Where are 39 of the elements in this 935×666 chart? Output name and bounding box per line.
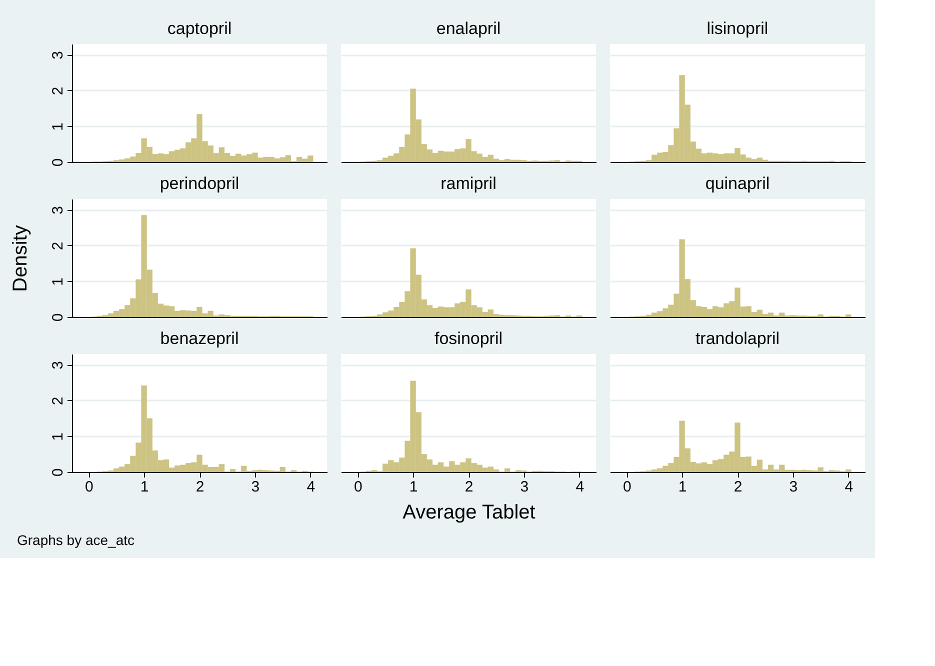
x-tick-label: 2 <box>734 478 742 496</box>
y-tick-label: 2 <box>50 86 66 96</box>
y-tick-label: 1 <box>50 122 66 131</box>
text: Graphs by ace_atc <box>17 532 135 548</box>
x-tick-label: 0 <box>622 478 632 496</box>
y-tick-label: 2 <box>50 396 66 406</box>
y-tick-label: 1 <box>50 278 66 286</box>
x-tick-label: 3 <box>520 478 529 496</box>
x-tick-label: 1 <box>409 478 418 496</box>
x-tick-label: 4 <box>306 478 316 496</box>
y-tick-label: 2 <box>50 242 66 250</box>
x-tick-label: 2 <box>464 478 474 496</box>
y-axis-title: Density <box>10 225 32 292</box>
x-tick-label: 4 <box>576 478 584 496</box>
y-tick-label: 3 <box>50 51 66 60</box>
chart-title: captopril <box>167 19 232 38</box>
chart-title: quinapril <box>705 174 770 193</box>
x-tick-label: 3 <box>251 478 260 496</box>
chart-title: lisinopril <box>706 19 768 38</box>
x-tick-label: 1 <box>140 478 149 496</box>
chart-title: perindopril <box>160 174 240 193</box>
x-tick-label: 2 <box>196 478 204 496</box>
x-axis-title: Average Tablet <box>402 502 536 524</box>
y-tick-label: 3 <box>50 206 66 214</box>
y-tick-label: 3 <box>50 361 66 370</box>
y-tick-label: 1 <box>50 432 66 441</box>
chart-title: fosinopril <box>434 329 503 348</box>
x-tick-label: 4 <box>844 478 854 496</box>
chart-title: ramipril <box>440 174 496 193</box>
y-tick-label: 0 <box>50 158 66 167</box>
chart-title: trandolapril <box>695 329 780 348</box>
x-tick-label: 3 <box>789 478 798 496</box>
x-tick-label: 0 <box>84 478 94 496</box>
y-tick-label: 0 <box>50 313 66 322</box>
x-tick-label: 0 <box>354 478 362 496</box>
y-tick-label: 0 <box>50 468 66 477</box>
chart-title: benazepril <box>160 329 239 348</box>
chart-title: enalapril <box>436 19 501 38</box>
x-tick-label: 1 <box>678 478 687 496</box>
